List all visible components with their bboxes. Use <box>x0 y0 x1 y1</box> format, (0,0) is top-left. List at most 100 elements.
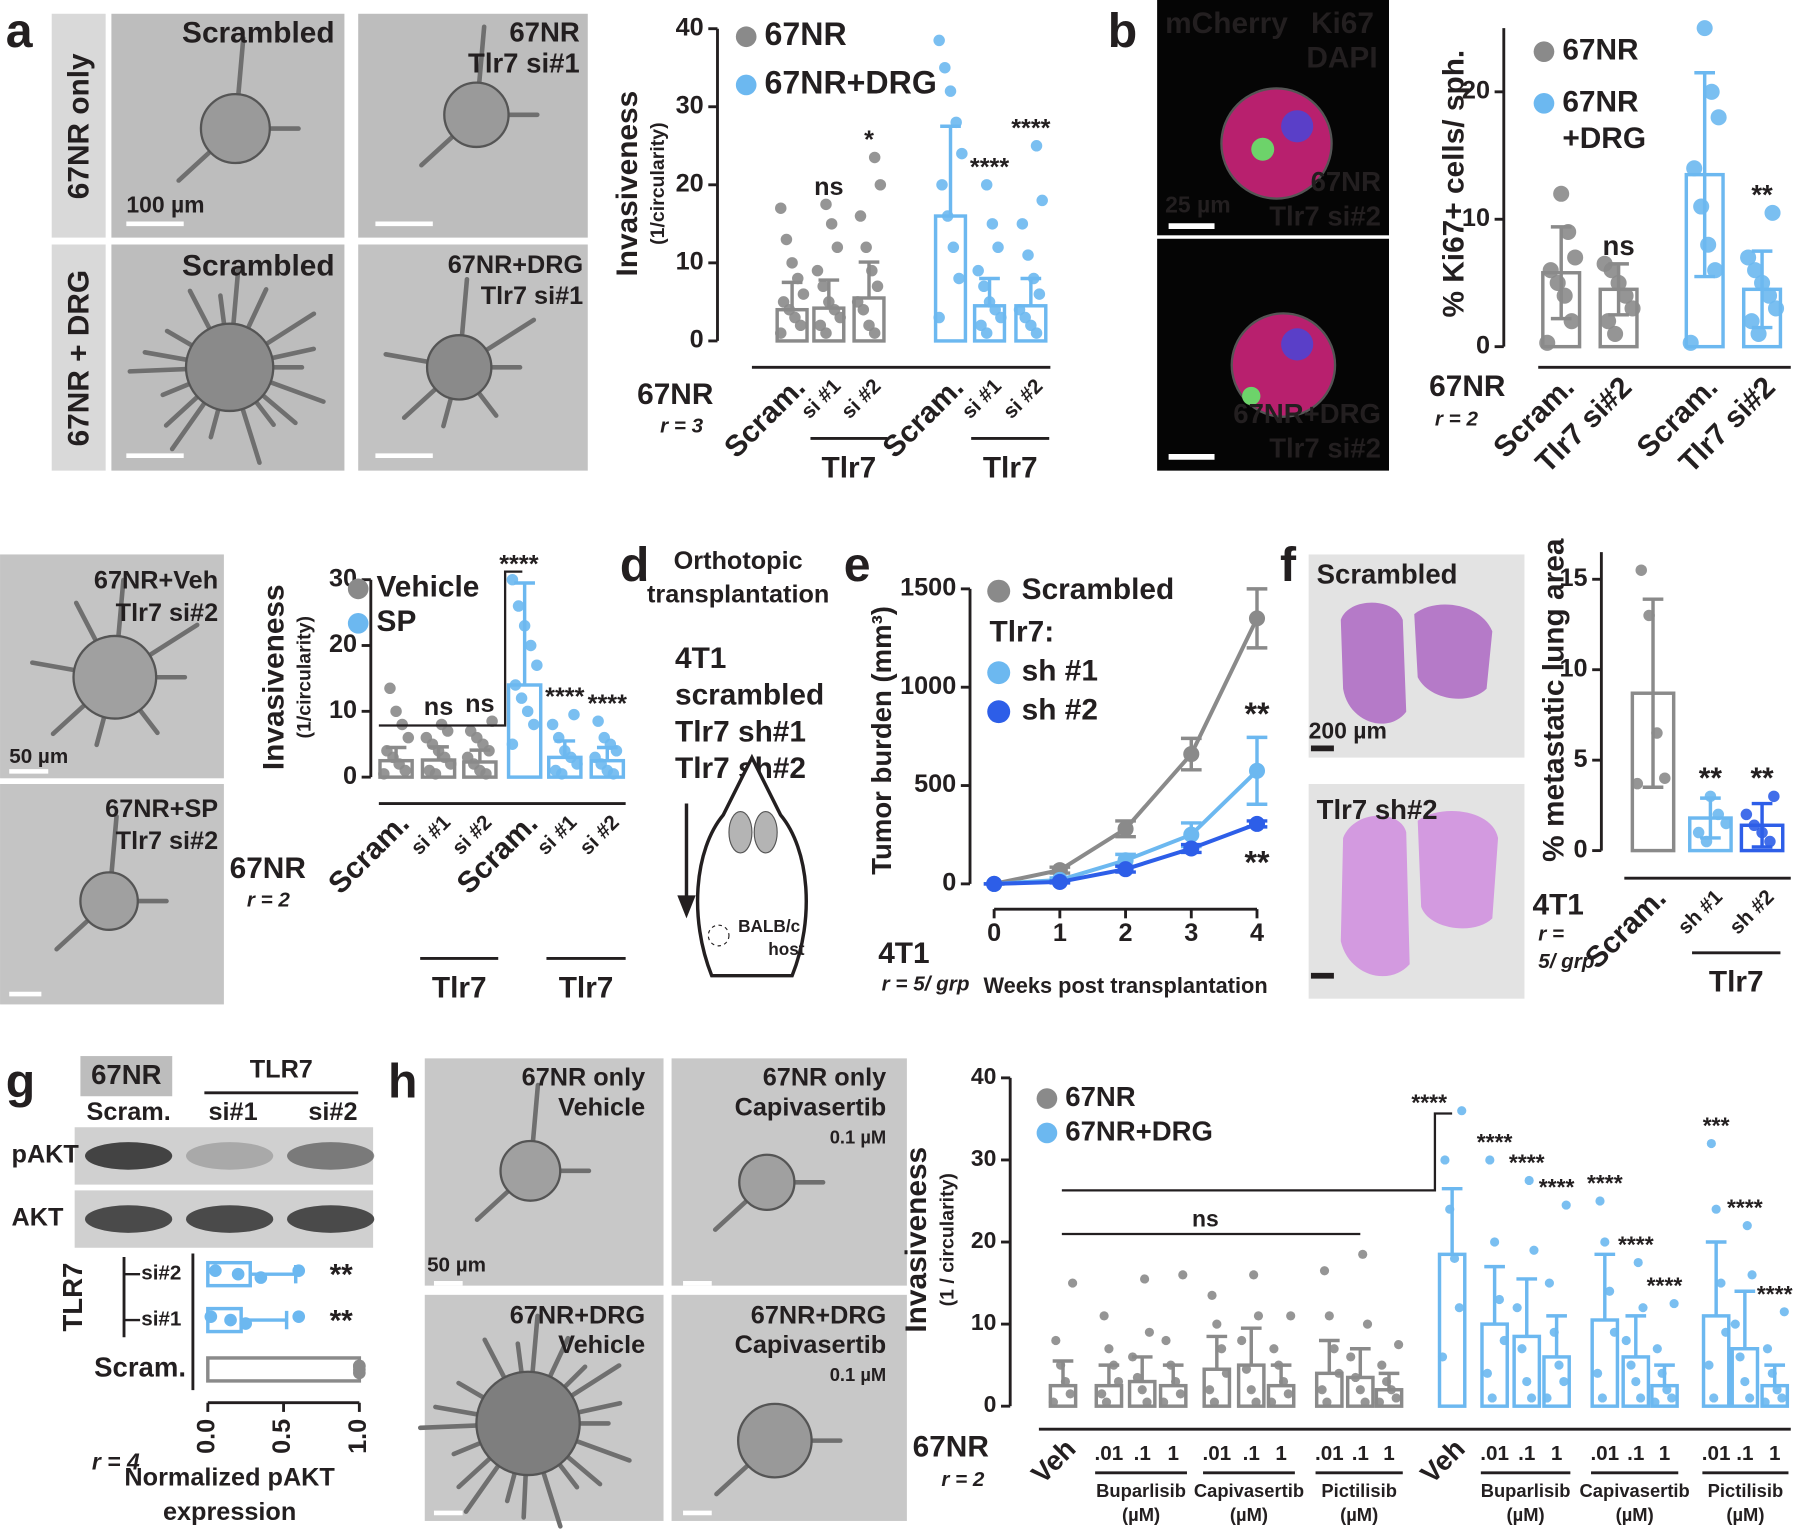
x-tick-label: .01 <box>1095 1442 1124 1465</box>
x-tick-label: .1 <box>1736 1442 1753 1465</box>
data-point <box>811 264 824 277</box>
data-point <box>1522 1376 1532 1387</box>
significance: **** <box>970 153 1009 181</box>
data-point <box>1607 325 1624 342</box>
error-bar <box>1608 262 1629 317</box>
x-tick-label: 3 <box>1184 919 1198 947</box>
cell-line: 67NR <box>230 852 306 885</box>
error-bar <box>1516 1277 1538 1337</box>
data-point <box>1567 249 1584 266</box>
data-point <box>1669 1298 1679 1309</box>
group-label: Pictilisib <box>1708 1480 1784 1501</box>
spheroid <box>499 1139 562 1202</box>
data-point <box>224 1313 237 1327</box>
x-tick-label: 1 <box>1659 1442 1671 1465</box>
image-caption: 67NR only <box>763 1064 886 1092</box>
significance: **** <box>1477 1129 1513 1155</box>
legend-marker <box>1036 1088 1058 1109</box>
group-label: (µM) <box>1122 1504 1160 1525</box>
data-point <box>1696 20 1713 37</box>
group-label: (µM) <box>1726 1504 1764 1525</box>
panel-label: a <box>6 4 34 58</box>
x-tick-label: 1 <box>1383 1442 1395 1465</box>
data-point <box>874 179 887 191</box>
data-point <box>1597 1393 1608 1403</box>
image-caption: 67NR+DRG <box>448 251 583 279</box>
data-point <box>817 280 829 293</box>
data-point <box>1144 1327 1154 1337</box>
group-label: Buparlisib <box>1096 1480 1186 1501</box>
panel-label: b <box>1108 4 1137 58</box>
error-bar <box>1550 225 1572 321</box>
y-tick-label: 0 <box>343 762 357 790</box>
legend-label: Scrambled <box>1022 573 1175 606</box>
x-tick-label: 1 <box>1053 919 1067 947</box>
data-point <box>1767 300 1785 317</box>
error-bar <box>1349 1347 1371 1378</box>
data-point <box>854 210 867 222</box>
blot-label: TLR7 <box>250 1056 313 1084</box>
x-tick-label: 0.0 <box>192 1419 220 1454</box>
significance: ** <box>1244 696 1270 732</box>
group-label: (µM) <box>1507 1504 1545 1525</box>
replicates: r = 2 <box>941 1468 985 1491</box>
spheroid <box>184 322 275 413</box>
data-point <box>239 1317 253 1330</box>
group-label: Tlr7 <box>983 451 1038 484</box>
data-point <box>1346 1352 1356 1362</box>
error-bar <box>514 581 535 685</box>
data-point <box>1710 109 1727 126</box>
y-tick-label: 40 <box>971 1063 997 1089</box>
data-point <box>1596 255 1613 272</box>
y-tick-label: 10 <box>676 248 704 276</box>
image-caption: Capivasertib <box>735 1331 887 1359</box>
data-point <box>1016 218 1029 230</box>
data-point <box>1490 1237 1500 1247</box>
image-caption: 67NR only <box>522 1064 645 1092</box>
group-label: Capivasertib <box>1194 1480 1304 1501</box>
data-point <box>549 764 562 777</box>
data-point <box>1779 1307 1789 1317</box>
data-point <box>1524 1175 1534 1186</box>
image-caption: Tlr7 si#1 <box>481 282 583 310</box>
significance: ** <box>330 1304 354 1337</box>
data-point <box>515 692 528 704</box>
data-point <box>1542 262 1559 279</box>
data-point <box>986 875 1003 892</box>
data-point <box>851 296 864 308</box>
data-point <box>1740 249 1757 266</box>
image-caption: Vehicle <box>558 1094 645 1122</box>
data-point <box>506 738 519 750</box>
data-point <box>1777 1393 1787 1403</box>
diagram-text: Tlr7 sh#1 <box>675 715 806 748</box>
data-point <box>1743 313 1760 330</box>
data-point <box>1747 262 1764 279</box>
error-bar <box>1318 1338 1340 1374</box>
band <box>287 1142 375 1170</box>
data-point <box>1667 1393 1677 1403</box>
x-tick-label: 1 <box>1167 1442 1179 1465</box>
data-point <box>1104 1344 1114 1354</box>
legend-marker <box>347 612 369 634</box>
image-caption: 67NR+Veh <box>94 567 218 595</box>
y-tick-label: 10 <box>971 1309 997 1335</box>
data-point <box>464 725 477 737</box>
x-tick-label: 0.5 <box>268 1419 296 1454</box>
significance: **** <box>1757 1281 1793 1307</box>
data-point <box>975 319 987 332</box>
spheroid <box>72 634 158 720</box>
significance: ns <box>1603 230 1635 261</box>
nucleus <box>1242 386 1261 406</box>
data-point <box>1730 1319 1740 1329</box>
image-caption: Scrambled <box>1317 559 1458 590</box>
data-point <box>1355 1385 1365 1395</box>
nucleus <box>1281 110 1314 143</box>
error-bar <box>1700 796 1721 840</box>
data-point <box>1161 1335 1171 1346</box>
error-bar <box>554 739 576 758</box>
cell-line: 67NR <box>913 1431 989 1464</box>
y-tick-label: 20 <box>329 630 357 658</box>
x-tick-label: 0 <box>987 919 1001 947</box>
image-caption: Scrambled <box>182 249 335 282</box>
y-tick-label: si#1 <box>141 1308 181 1331</box>
